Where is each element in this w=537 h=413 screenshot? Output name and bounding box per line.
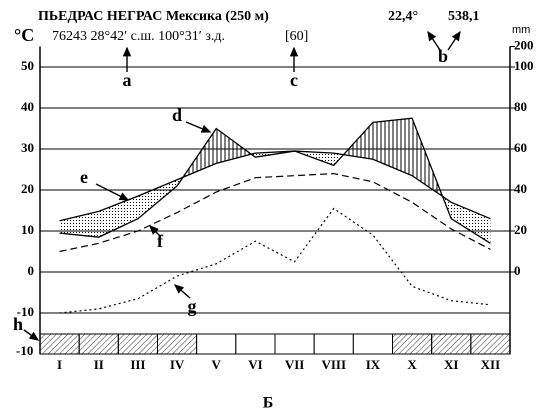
y2-tick-label: 60 bbox=[514, 140, 527, 155]
annotation: a bbox=[123, 70, 132, 90]
annotation: c bbox=[290, 70, 298, 90]
series-line bbox=[59, 150, 491, 222]
y-tick-label: 30 bbox=[21, 140, 34, 155]
y2-tick-label: 0 bbox=[514, 263, 521, 278]
annual-precip: 538,1 bbox=[448, 9, 480, 24]
y2-axis-label: mm bbox=[512, 24, 530, 36]
series-line bbox=[59, 207, 491, 314]
frost-cell bbox=[470, 333, 511, 355]
annotation: g bbox=[188, 296, 197, 316]
frost-cell bbox=[392, 333, 433, 355]
frost-cell bbox=[313, 333, 354, 355]
series-line bbox=[59, 172, 491, 253]
x-tick-label: V bbox=[212, 357, 222, 372]
x-tick-label: XI bbox=[444, 357, 458, 372]
y-axis-label: °C bbox=[14, 25, 34, 45]
y2-tick-label: 20 bbox=[514, 222, 527, 237]
y2-tick-label: 80 bbox=[514, 99, 527, 114]
y-tick-label: 50 bbox=[21, 58, 34, 73]
arid-area bbox=[59, 151, 491, 244]
annotation: h bbox=[13, 314, 23, 334]
series-line bbox=[59, 117, 491, 244]
y2-tick-label: 40 bbox=[514, 181, 527, 196]
station-info: 76243 28°42′ с.ш. 100°31′ з.д. bbox=[52, 29, 225, 44]
x-tick-label: VII bbox=[285, 357, 305, 372]
annotation: f bbox=[157, 231, 164, 251]
y-tick-label: 20 bbox=[21, 181, 34, 196]
x-tick-label: II bbox=[94, 357, 104, 372]
x-tick-label: X bbox=[407, 357, 417, 372]
x-tick-label: III bbox=[130, 357, 145, 372]
frost-cell bbox=[196, 333, 237, 355]
y2-tick-label: 100 bbox=[514, 58, 534, 73]
annotation: d bbox=[172, 105, 182, 125]
x-tick-label: IX bbox=[366, 357, 381, 372]
annual-temp: 22,4° bbox=[388, 9, 418, 24]
x-tick-label: VIII bbox=[321, 357, 346, 372]
frost-cell bbox=[431, 333, 472, 355]
x-tick-label: IV bbox=[170, 357, 185, 372]
frost-cell bbox=[274, 333, 315, 355]
x-tick-label: XII bbox=[481, 357, 501, 372]
y-tick-label: -10 bbox=[17, 304, 34, 319]
pointer-arrows bbox=[23, 30, 461, 341]
bottom-label: -10 bbox=[16, 343, 33, 358]
frost-cell bbox=[117, 333, 159, 355]
y2-tick-label: 200 bbox=[514, 37, 534, 52]
annotation: e bbox=[80, 167, 88, 187]
y-tick-label: 10 bbox=[21, 222, 34, 237]
y-tick-label: 0 bbox=[28, 263, 35, 278]
title: ПЬЕДРАС НЕГРАС Мексика (250 м) bbox=[38, 9, 269, 24]
frost-cell bbox=[39, 333, 80, 355]
frost-cell bbox=[352, 333, 394, 355]
caption: Б bbox=[263, 395, 274, 412]
frost-cell bbox=[157, 333, 198, 355]
frost-cell bbox=[235, 333, 276, 355]
years: [60] bbox=[285, 29, 308, 44]
annotation: b bbox=[438, 46, 448, 66]
x-tick-label: I bbox=[57, 357, 62, 372]
humid-area bbox=[59, 118, 491, 221]
x-tick-label: VI bbox=[248, 357, 262, 372]
frost-cell bbox=[78, 333, 119, 355]
y-tick-label: 40 bbox=[21, 99, 34, 114]
